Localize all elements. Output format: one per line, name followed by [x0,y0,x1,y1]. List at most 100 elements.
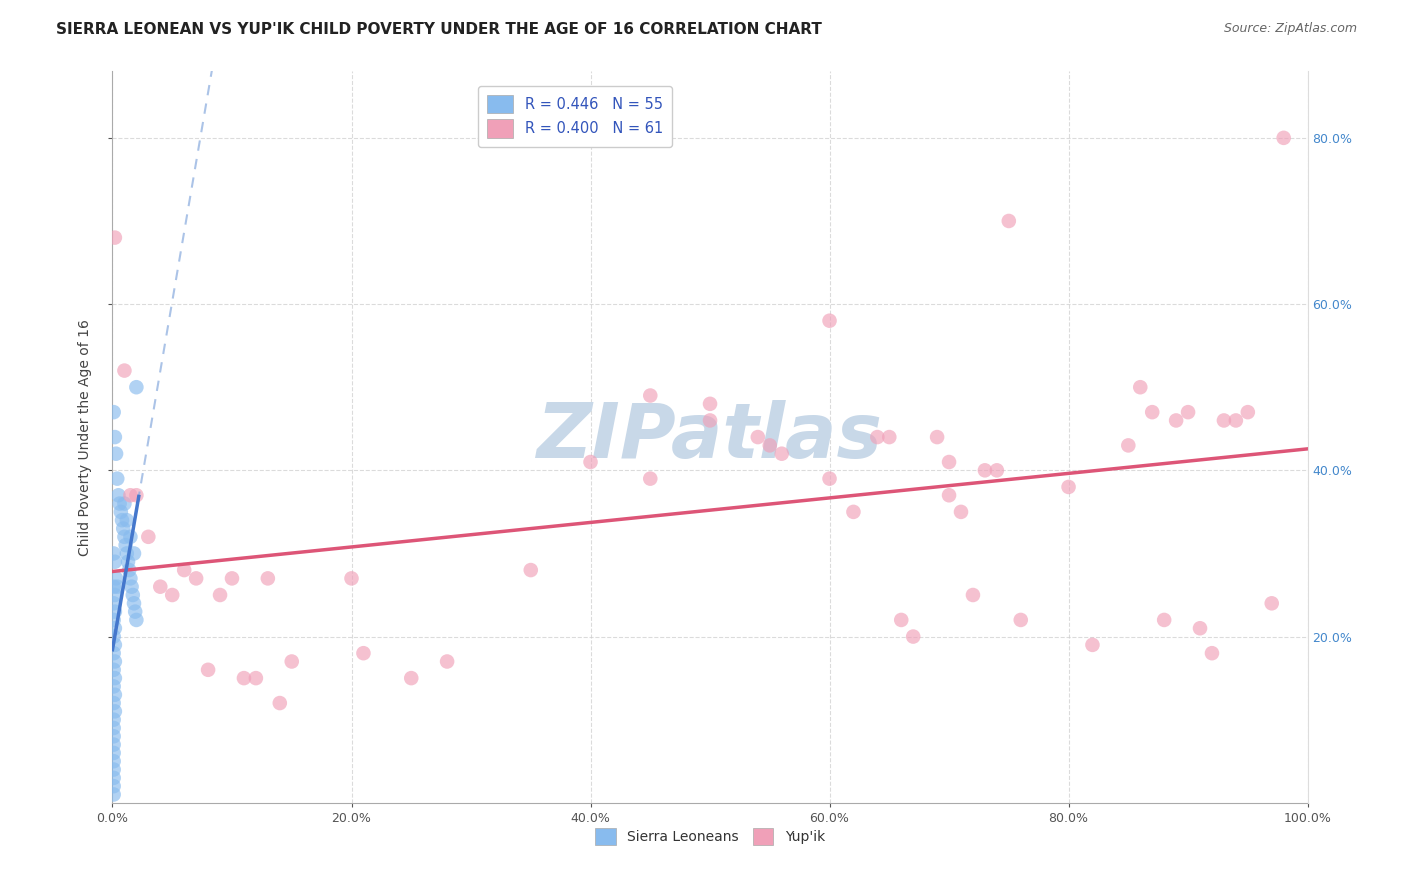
Point [818,314,841,328]
Point [1129,380,1152,394]
Point [162,588,183,602]
Point [1166,413,1188,427]
Point [986,463,1008,477]
Point [115,546,138,560]
Point [1261,596,1284,610]
Point [938,455,960,469]
Point [747,430,769,444]
Y-axis label: Child Poverty Under the Age of 16: Child Poverty Under the Age of 16 [79,318,93,556]
Point [104,588,127,602]
Point [114,497,135,511]
Point [103,746,125,760]
Point [103,680,125,694]
Point [1225,413,1247,427]
Point [269,696,291,710]
Point [640,388,662,402]
Point [950,505,973,519]
Point [640,472,662,486]
Point [257,571,280,585]
Point [173,563,195,577]
Point [124,605,146,619]
Point [149,580,172,594]
Point [107,488,129,502]
Point [105,571,128,585]
Point [103,771,125,785]
Point [770,447,793,461]
Point [104,688,127,702]
Point [104,605,127,619]
Point [104,655,127,669]
Point [221,571,243,585]
Point [103,696,125,710]
Point [759,438,782,452]
Point [121,588,143,602]
Point [114,538,136,552]
Point [118,563,141,577]
Point [1237,405,1260,419]
Point [114,363,135,377]
Point [245,671,267,685]
Point [104,430,127,444]
Point [866,430,889,444]
Point [1201,646,1223,660]
Point [1057,480,1080,494]
Point [105,447,128,461]
Point [579,455,602,469]
Point [120,530,142,544]
Point [103,763,125,777]
Point [1177,405,1199,419]
Point [138,530,160,544]
Point [103,663,125,677]
Point [103,713,125,727]
Point [1189,621,1212,635]
Point [103,613,125,627]
Point [879,430,901,444]
Point [197,663,219,677]
Point [1081,638,1104,652]
Point [103,779,125,793]
Point [121,580,143,594]
Point [233,671,256,685]
Point [112,521,135,535]
Point [340,571,363,585]
Text: SIERRA LEONEAN VS YUP'IK CHILD POVERTY UNDER THE AGE OF 16 CORRELATION CHART: SIERRA LEONEAN VS YUP'IK CHILD POVERTY U… [56,22,823,37]
Legend: Sierra Leoneans, Yup'ik: Sierra Leoneans, Yup'ik [589,822,831,851]
Point [520,563,543,577]
Point [104,705,127,719]
Point [699,413,721,427]
Point [103,738,125,752]
Text: ZIPatlas: ZIPatlas [537,401,883,474]
Point [104,621,127,635]
Point [103,630,125,644]
Point [927,430,949,444]
Point [1272,131,1295,145]
Point [110,505,132,519]
Point [103,596,125,610]
Point [103,646,125,660]
Text: Source: ZipAtlas.com: Source: ZipAtlas.com [1223,22,1357,36]
Point [1142,405,1164,419]
Point [103,729,125,743]
Point [120,571,142,585]
Point [125,613,148,627]
Point [111,513,134,527]
Point [998,214,1021,228]
Point [125,488,148,502]
Point [120,488,142,502]
Point [1118,438,1140,452]
Point [115,513,138,527]
Point [401,671,423,685]
Point [103,580,125,594]
Point [1213,413,1236,427]
Point [974,463,997,477]
Point [436,655,458,669]
Point [103,721,125,735]
Point [104,638,127,652]
Point [122,546,145,560]
Point [209,588,232,602]
Point [117,555,139,569]
Point [962,588,984,602]
Point [103,546,125,560]
Point [186,571,208,585]
Point [938,488,960,502]
